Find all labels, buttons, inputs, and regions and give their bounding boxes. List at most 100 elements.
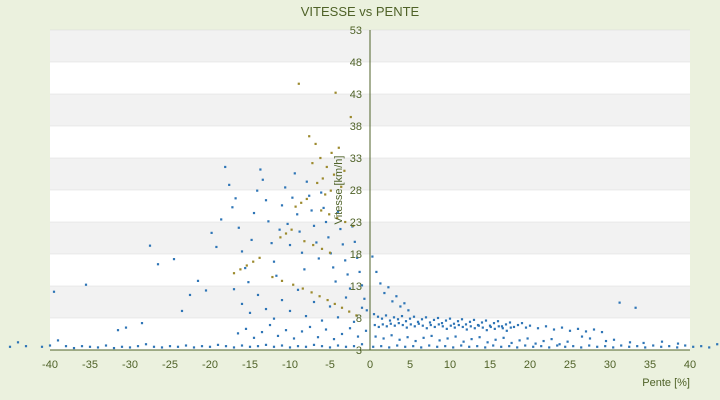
data-point [560,326,564,329]
data-point [444,319,448,322]
data-point [501,327,504,330]
data-point [412,315,416,318]
data-point [600,330,604,334]
data-point [397,322,400,325]
data-point [296,345,300,348]
data-point [237,226,240,229]
data-point [473,327,476,330]
data-point [380,317,384,320]
data-point [291,196,294,199]
data-point [524,326,528,329]
data-point [344,296,348,299]
data-point [405,326,408,329]
data-point [446,337,449,340]
data-point [500,345,503,348]
data-point [228,183,231,186]
data-point [634,306,637,309]
data-point [320,191,323,194]
data-point [620,344,623,347]
data-point [430,334,433,338]
data-point [284,186,287,189]
data-point [441,325,444,328]
data-point [396,344,399,347]
data-point [516,323,520,327]
data-point [612,346,615,349]
data-point [363,297,366,300]
data-point [406,336,409,339]
data-point [96,346,100,349]
data-point [288,346,292,349]
data-point [592,328,596,331]
data-point [453,326,456,329]
data-point [596,345,599,348]
x-axis-title: Pente [%] [642,377,690,389]
data-point [360,306,364,309]
data-point [261,178,264,181]
data-point [128,346,132,349]
data-point [436,316,440,320]
data-point [668,345,671,348]
data-point [544,325,548,328]
y-tick-label: 23 [350,217,362,229]
x-tick-label: 40 [684,359,696,371]
data-point [356,335,360,338]
data-point [612,338,616,341]
x-tick-label: 0 [367,359,373,371]
data-point [272,260,276,263]
data-point [196,279,200,282]
data-point [317,257,320,260]
data-point [204,289,208,292]
data-point [452,322,456,325]
data-point-secondary [294,205,297,208]
data-point [413,325,416,328]
data-point [341,243,344,246]
data-point [505,329,508,332]
y-axis-title: Vitesse [km/h] [333,156,345,225]
data-point [168,345,172,348]
data-point [387,286,390,289]
chart-title: VITESSE vs PENTE [301,4,420,19]
y-tick-label: 3 [356,345,362,357]
data-point [604,345,607,348]
data-point [270,242,273,245]
data-point-secondary [305,197,308,201]
data-point [160,346,164,349]
x-tick-label: -35 [82,359,98,371]
data-point [461,325,464,329]
x-tick-label: 25 [564,359,576,371]
data-point [80,345,84,348]
data-point [324,220,328,224]
data-point [550,338,553,341]
data-point [566,340,569,343]
data-point [336,210,340,213]
data-point [390,334,393,337]
data-point [305,180,308,183]
data-point [540,345,543,348]
data-point [264,199,268,202]
data-point [700,345,703,348]
data-point [371,255,374,258]
y-tick-label: 38 [350,121,362,133]
data-point [353,240,356,243]
data-point [200,345,204,348]
data-point [548,346,551,349]
data-point [477,324,480,327]
data-point [324,328,328,331]
data-point-secondary [344,220,347,224]
data-point [436,345,439,348]
data-point [393,324,396,327]
y-tick-label: 33 [350,153,362,165]
data-point [272,317,276,320]
data-point [520,322,524,325]
data-point [409,323,412,326]
data-point [286,222,289,226]
data-point-secondary [349,115,352,119]
x-tick-label: 35 [644,359,656,371]
data-point [518,339,521,342]
data-point [344,259,347,262]
data-point [504,323,508,326]
data-point [256,293,260,297]
x-tick-label: -30 [122,359,138,371]
data-point [676,346,679,349]
data-point [56,339,60,342]
